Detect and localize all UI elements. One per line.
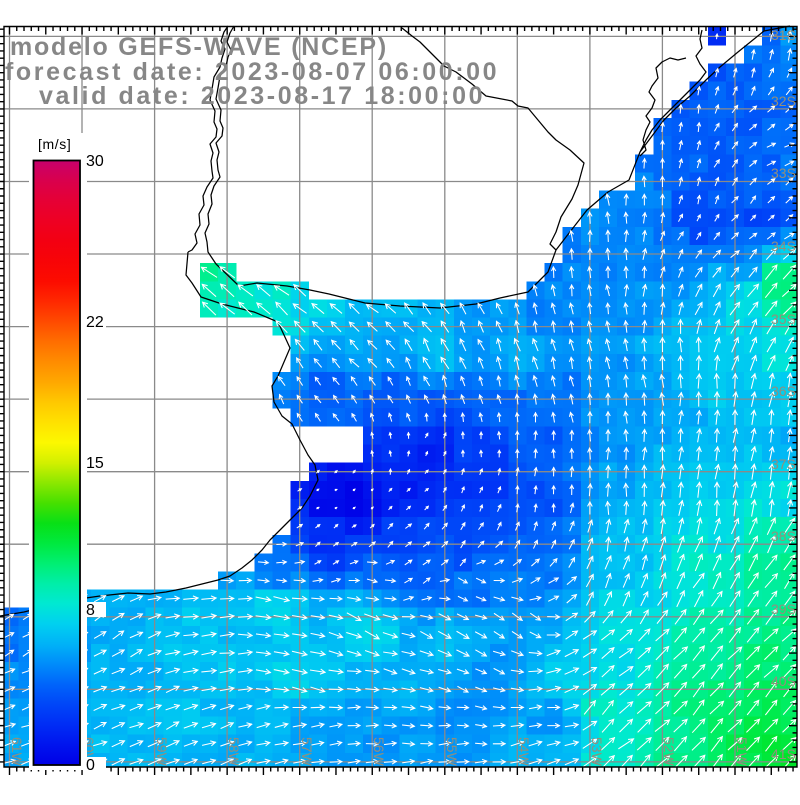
svg-text:52W: 52W xyxy=(661,737,677,767)
svg-text:58W: 58W xyxy=(226,737,242,767)
svg-text:30: 30 xyxy=(86,153,104,170)
svg-text:22: 22 xyxy=(86,314,104,331)
svg-text:0: 0 xyxy=(86,757,95,774)
svg-text:31S: 31S xyxy=(771,27,796,43)
svg-text:40S: 40S xyxy=(771,673,796,689)
svg-text:55W: 55W xyxy=(444,737,460,767)
svg-text:38S: 38S xyxy=(771,528,796,544)
svg-text:36S: 36S xyxy=(771,383,796,399)
svg-text:53W: 53W xyxy=(589,737,605,767)
svg-text:59W: 59W xyxy=(154,737,170,767)
svg-text:61W: 61W xyxy=(9,737,25,767)
svg-text:57W: 57W xyxy=(299,737,315,767)
svg-text:51W: 51W xyxy=(734,737,750,767)
svg-text:35S: 35S xyxy=(771,311,796,327)
svg-text:56W: 56W xyxy=(371,737,387,767)
svg-text:valid date: 2023-08-17 18:00:0: valid date: 2023-08-17 18:00:00 xyxy=(39,82,485,110)
svg-text:37S: 37S xyxy=(771,456,796,472)
svg-text:54W: 54W xyxy=(516,737,532,767)
svg-text:[m/s]: [m/s] xyxy=(38,136,71,152)
svg-text:32S: 32S xyxy=(771,93,796,109)
svg-text:39S: 39S xyxy=(771,601,796,617)
svg-text:15: 15 xyxy=(86,455,104,472)
svg-text:forecast date: 2023-08-07 06:0: forecast date: 2023-08-07 06:00:00 xyxy=(5,58,499,86)
svg-text:41S: 41S xyxy=(771,746,796,762)
svg-text:8: 8 xyxy=(86,602,95,619)
svg-text:33S: 33S xyxy=(771,165,796,181)
svg-text:34S: 34S xyxy=(771,238,796,254)
svg-text:modelo GEFS-WAVE (NCEP): modelo GEFS-WAVE (NCEP) xyxy=(10,33,388,61)
